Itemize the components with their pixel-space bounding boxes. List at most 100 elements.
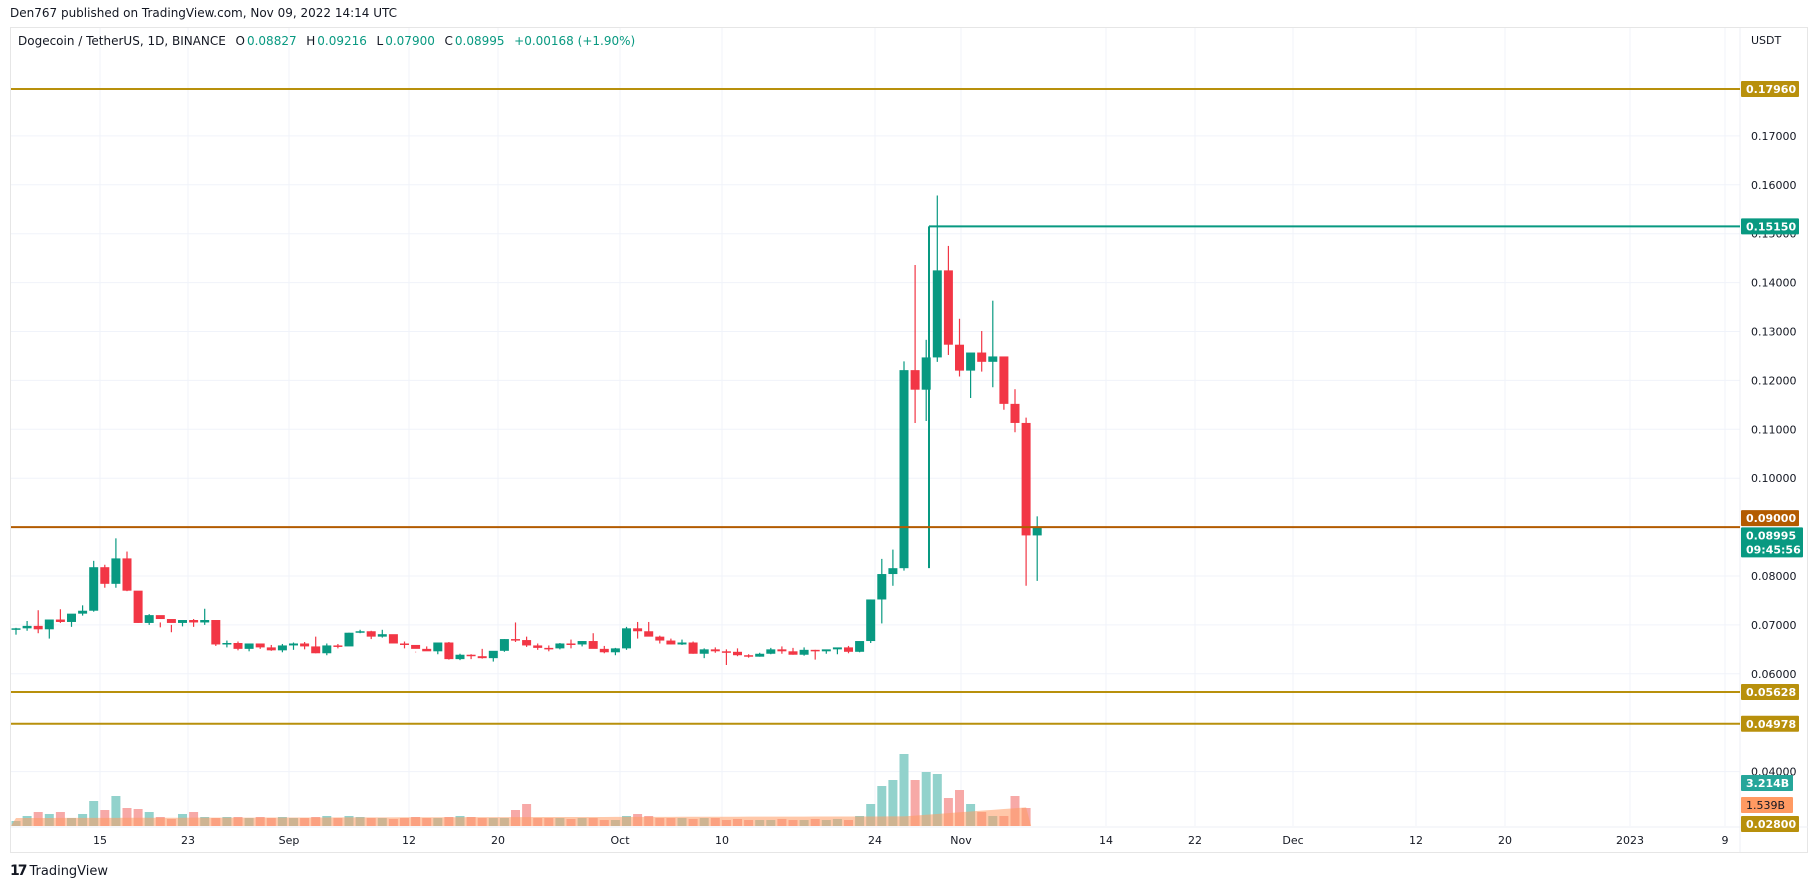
candle-body[interactable] (444, 642, 454, 660)
candle-body[interactable] (89, 567, 99, 611)
candle-body[interactable] (55, 619, 65, 622)
candle-body[interactable] (932, 270, 942, 358)
candle-body[interactable] (888, 568, 898, 575)
candle-body[interactable] (377, 634, 387, 637)
candle-body[interactable] (688, 642, 698, 654)
candle-body[interactable] (522, 640, 532, 646)
candle-body[interactable] (200, 620, 210, 623)
candle-body[interactable] (111, 558, 121, 584)
candle-body[interactable] (499, 639, 509, 651)
candle-body[interactable] (943, 270, 953, 345)
candle-body[interactable] (1010, 403, 1020, 423)
candle-body[interactable] (211, 620, 221, 645)
candle-body[interactable] (133, 590, 143, 623)
candle-body[interactable] (355, 631, 365, 633)
candle-body[interactable] (411, 644, 421, 649)
candle-body[interactable] (810, 649, 820, 652)
candle-body[interactable] (189, 620, 199, 623)
candle-body[interactable] (788, 651, 798, 655)
candle-body[interactable] (178, 620, 187, 623)
candle-body[interactable] (610, 648, 620, 653)
candle-body[interactable] (821, 649, 831, 652)
candle-body[interactable] (599, 648, 609, 653)
candle-body[interactable] (799, 649, 809, 655)
volume-bar (866, 804, 876, 826)
candle-body[interactable] (166, 619, 176, 623)
candle-body[interactable] (78, 610, 88, 614)
candle-body[interactable] (832, 647, 842, 650)
candle-body[interactable] (677, 642, 687, 645)
candle-body[interactable] (11, 628, 21, 630)
candle-body[interactable] (733, 651, 742, 656)
countdown-text: 09:45:56 (1746, 543, 1801, 556)
candle-body[interactable] (100, 567, 110, 584)
candle-body[interactable] (622, 628, 631, 649)
candle-body[interactable] (910, 370, 920, 390)
candle-body[interactable] (222, 642, 232, 645)
candle-body[interactable] (22, 625, 32, 629)
candle-body[interactable] (144, 615, 154, 623)
candle-body[interactable] (533, 645, 543, 648)
candle-body[interactable] (477, 656, 487, 659)
candle-body[interactable] (555, 643, 565, 649)
volume-tag (1741, 797, 1793, 813)
candle-body[interactable] (655, 636, 665, 641)
candle-body[interactable] (544, 647, 554, 650)
candle-body[interactable] (999, 356, 1009, 404)
candle-body[interactable] (488, 650, 498, 659)
candle-body[interactable] (300, 643, 310, 647)
candle-body[interactable] (966, 352, 976, 371)
candle-body[interactable] (455, 654, 465, 660)
candle-body[interactable] (955, 344, 964, 371)
candle-body[interactable] (1032, 527, 1042, 536)
candle-body[interactable] (777, 649, 787, 652)
candle-body[interactable] (433, 642, 443, 652)
candle-body[interactable] (988, 356, 998, 362)
candle-body[interactable] (844, 647, 853, 652)
candle-body[interactable] (721, 651, 731, 653)
candle-body[interactable] (244, 643, 254, 649)
price-axis-label: 0.12000 (1751, 374, 1797, 387)
candle-body[interactable] (233, 642, 243, 649)
candle-body[interactable] (666, 640, 676, 645)
candle-body[interactable] (633, 628, 643, 632)
candle-body[interactable] (277, 645, 287, 651)
candle-body[interactable] (422, 648, 432, 652)
candle-body[interactable] (400, 643, 409, 645)
candle-body[interactable] (266, 647, 276, 651)
candle-body[interactable] (255, 643, 265, 648)
candle-body[interactable] (699, 649, 709, 654)
candle-body[interactable] (866, 599, 876, 642)
candle-body[interactable] (388, 634, 398, 644)
candle-body[interactable] (33, 625, 43, 630)
candle-body[interactable] (44, 619, 54, 630)
candle-body[interactable] (766, 649, 776, 654)
candle-body[interactable] (877, 574, 887, 600)
candle-body[interactable] (344, 632, 354, 647)
candle-body[interactable] (899, 370, 909, 569)
candle-body[interactable] (855, 641, 865, 652)
candle-body[interactable] (577, 641, 587, 645)
candle-body[interactable] (511, 639, 520, 641)
candle-body[interactable] (921, 357, 931, 390)
candle-body[interactable] (67, 613, 76, 622)
candle-body[interactable] (710, 649, 720, 652)
candle-body[interactable] (644, 631, 654, 637)
candle-body[interactable] (333, 645, 343, 647)
candle-body[interactable] (466, 654, 476, 657)
candle-body[interactable] (755, 653, 765, 657)
candle-body[interactable] (566, 643, 576, 645)
candle-body[interactable] (977, 352, 987, 362)
volume-bar (943, 798, 953, 826)
candle-body[interactable] (322, 645, 332, 654)
time-axis-label: 23 (181, 834, 195, 847)
candle-body[interactable] (289, 643, 298, 646)
candle-body[interactable] (311, 646, 321, 654)
candle-body[interactable] (366, 631, 376, 637)
candle-body[interactable] (744, 655, 754, 657)
candle-body[interactable] (1021, 422, 1031, 536)
candle-body[interactable] (155, 615, 165, 620)
candle-body[interactable] (122, 558, 132, 591)
candle-body[interactable] (588, 641, 598, 649)
